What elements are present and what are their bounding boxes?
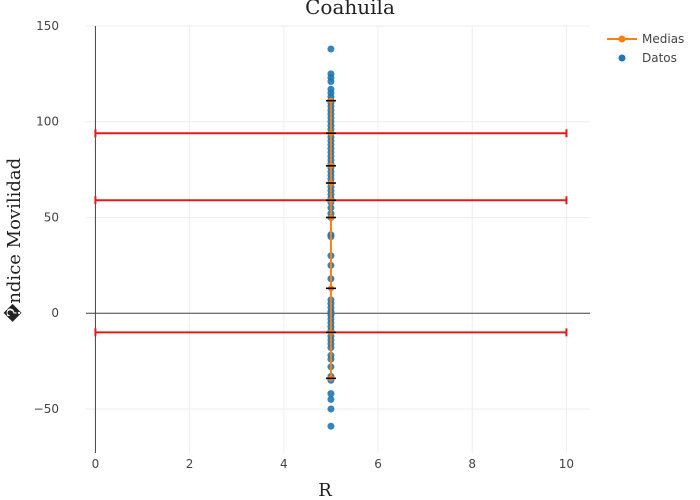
data-point: [327, 45, 335, 53]
data-point: [327, 395, 335, 403]
x-tick-label: 10: [559, 457, 574, 471]
x-tick-label: 2: [186, 457, 194, 471]
chart-title: Coahuila: [305, 0, 395, 19]
legend-label-medias: Medias: [642, 32, 684, 46]
legend-label-datos: Datos: [642, 51, 677, 65]
y-tick-label: 100: [36, 115, 59, 129]
data-point: [327, 390, 335, 398]
data-point: [327, 405, 335, 413]
legend-swatch-datos: [618, 54, 626, 62]
legend-swatch-medias-marker: [618, 35, 626, 43]
y-tick-label: 150: [36, 19, 59, 33]
data-point: [327, 78, 335, 86]
axes: [86, 26, 590, 453]
data-point: [327, 422, 335, 430]
legend-item-medias[interactable]: Medias: [607, 32, 684, 46]
y-tick-label: 0: [51, 306, 59, 320]
y-tick-label: 50: [44, 210, 59, 224]
y-tick-label: −50: [34, 402, 59, 416]
legend-item-datos[interactable]: Datos: [618, 51, 677, 65]
grid: [86, 25, 590, 453]
x-axis-label: R: [318, 480, 332, 500]
legend[interactable]: Medias Datos: [607, 32, 684, 65]
y-axis-label: �ndice Movilidad: [3, 158, 25, 322]
x-tick-label: 0: [92, 457, 100, 471]
x-tick-label: 6: [374, 457, 382, 471]
x-tick-label: 4: [280, 457, 288, 471]
x-tick-label: 8: [468, 457, 476, 471]
series: [325, 45, 336, 430]
tick-labels: 0 2 4 6 8 10 −50 0 50 100 150: [34, 19, 574, 471]
